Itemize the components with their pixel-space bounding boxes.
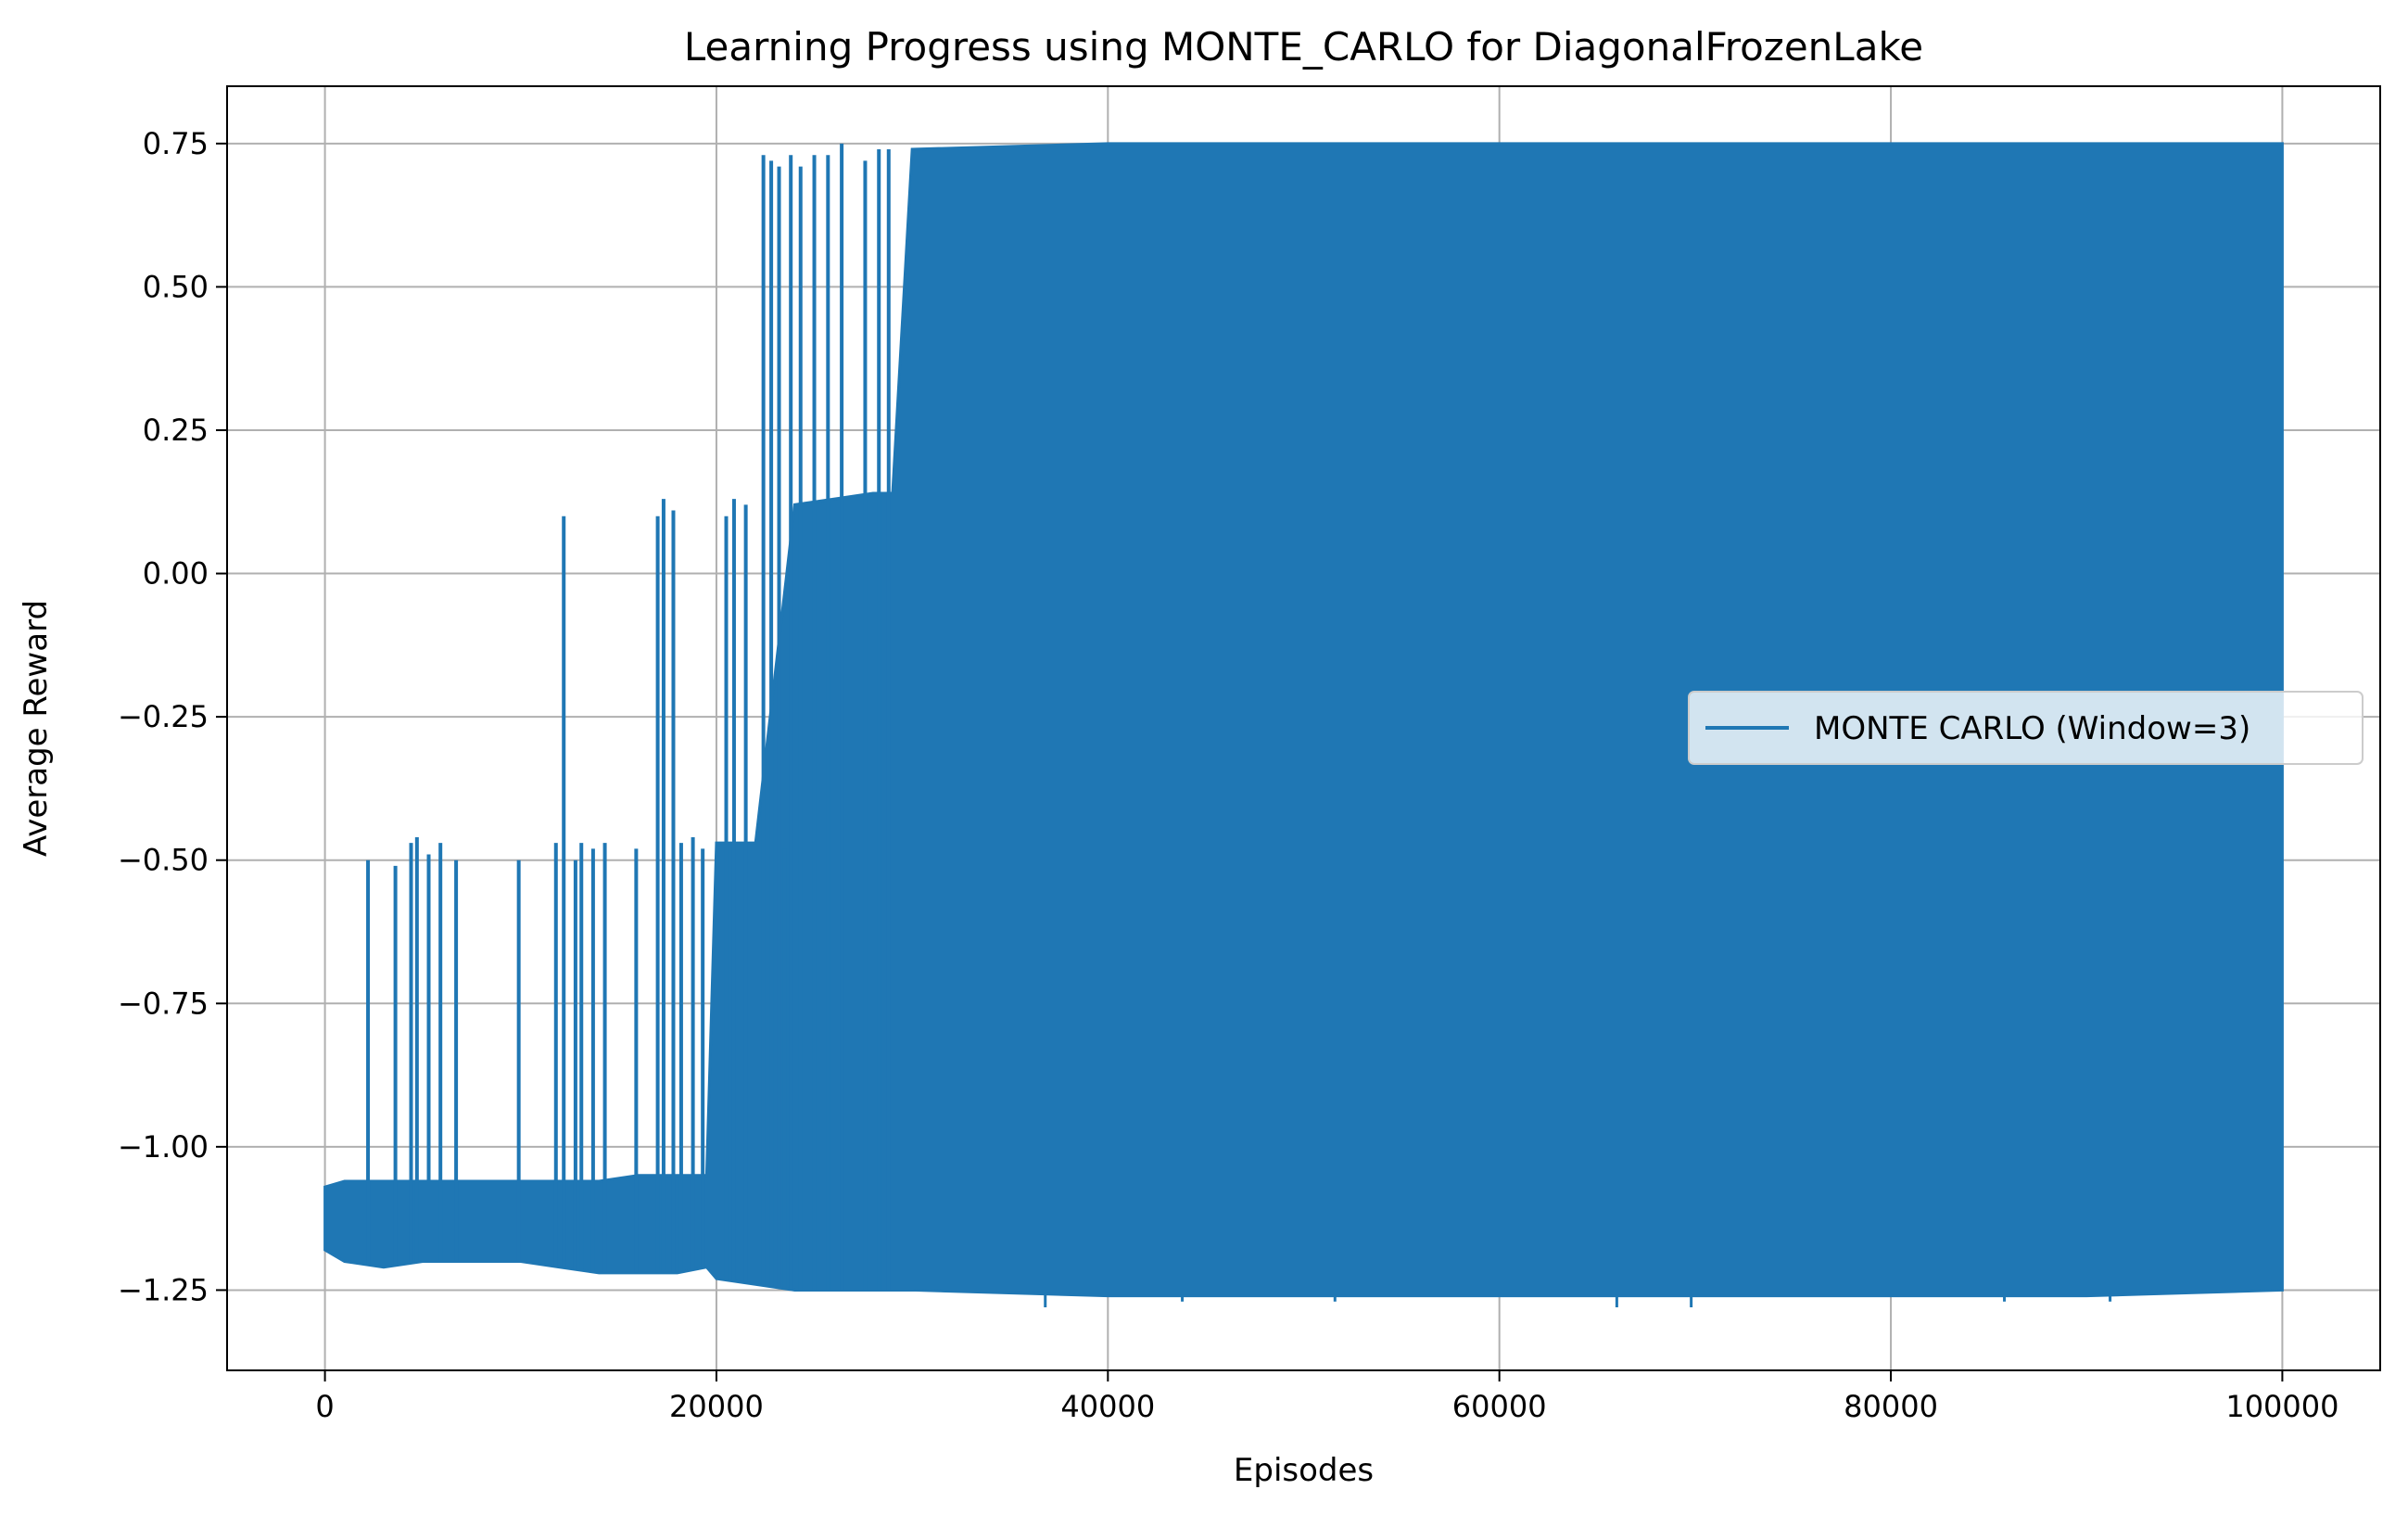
- x-tick-label: 20000: [669, 1389, 764, 1424]
- x-tick-label: 100000: [2225, 1389, 2338, 1424]
- plot-frame: [226, 85, 2381, 1371]
- x-axis-label: Episodes: [1234, 1452, 1374, 1489]
- y-tick-label: −1.00: [118, 1129, 209, 1165]
- legend-label: MONTE CARLO (Window=3): [1814, 710, 2250, 747]
- x-tick-label: 0: [315, 1389, 334, 1424]
- axis-ticks: 0 20000 40000 60000 80000 100000 0.75 0.50 0.25 0…: [118, 126, 2339, 1424]
- y-tick-label: 0.00: [143, 556, 209, 592]
- y-tick-label: −0.50: [118, 843, 209, 878]
- x-tick-label: 40000: [1060, 1389, 1155, 1424]
- y-axis-label: Average Reward: [18, 600, 55, 857]
- x-tick-label: 60000: [1452, 1389, 1547, 1424]
- x-tick-label: 80000: [1844, 1389, 1938, 1424]
- y-tick-label: 0.75: [143, 126, 209, 161]
- plot-series: [323, 142, 2284, 1307]
- y-tick-label: −0.25: [118, 699, 209, 734]
- y-tick-label: 0.50: [143, 269, 209, 304]
- y-tick-label: −0.75: [118, 986, 209, 1021]
- y-tick-label: −1.25: [118, 1272, 209, 1307]
- y-tick-label: 0.25: [143, 413, 209, 448]
- legend: MONTE CARLO (Window=3): [1688, 691, 2364, 765]
- chart-title: Learning Progress using MONTE_CARLO for …: [684, 24, 1923, 70]
- legend-box: [1688, 691, 2364, 765]
